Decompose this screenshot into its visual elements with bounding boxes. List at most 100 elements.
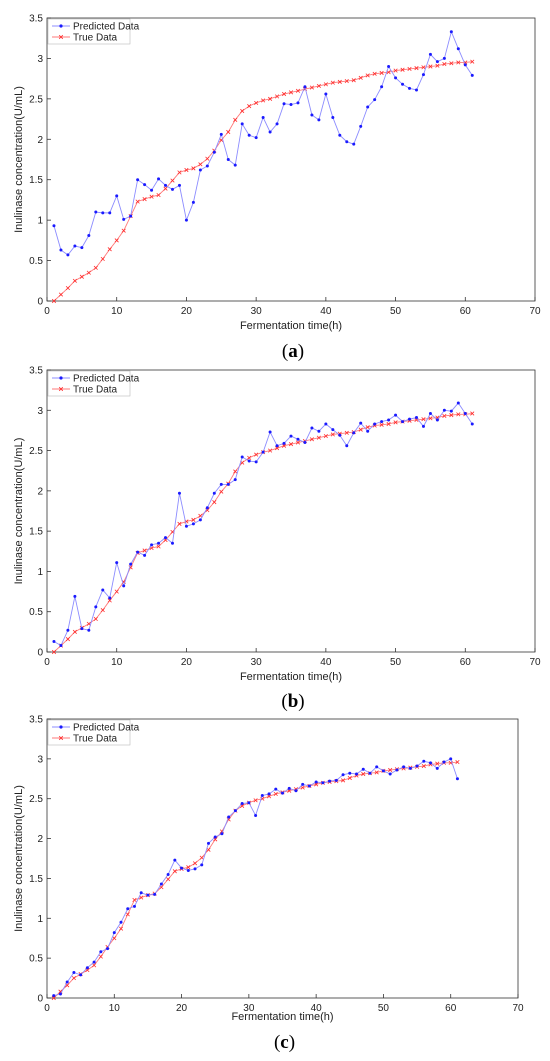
data-point-predicted [177,491,181,495]
data-point-predicted [73,594,77,598]
data-point-true [330,80,335,85]
data-point-true [247,455,252,460]
data-point-predicted [366,105,370,109]
data-point-predicted [401,82,405,86]
data-point-true [340,778,346,783]
x-tick-label: 0 [44,306,50,317]
data-point-predicted [108,211,112,215]
data-point-true [295,88,301,93]
data-point-predicted [233,478,237,482]
data-point-predicted [150,543,154,547]
data-point-true [191,166,196,171]
data-point-predicted [260,794,264,798]
data-point-true [184,167,189,173]
data-point-true [240,108,245,114]
series-line-true [53,413,473,653]
y-tick-label: 3 [37,54,43,65]
data-point-predicted [247,801,251,805]
data-point-true [112,936,117,941]
data-point-true [86,270,91,275]
data-point-true [51,298,57,304]
data-point-true [358,75,363,80]
y-axis-label: Inulinase concentration(U/mL) [13,86,25,233]
data-point-predicted [463,412,467,416]
data-point-true [58,292,64,297]
data-point-predicted [226,158,230,161]
y-tick-label: 1 [37,567,43,578]
y-tick-label: 2.5 [29,794,43,805]
data-point-predicted [387,65,391,69]
data-point-predicted [129,214,133,218]
data-point-predicted [435,60,439,64]
y-tick-label: 0 [37,648,43,659]
data-point-predicted [254,813,258,817]
data-point-predicted [287,786,291,790]
x-tick-label: 70 [529,306,541,317]
data-point-predicted [275,122,279,126]
data-point-predicted [310,113,314,117]
data-point-predicted [402,765,406,769]
data-point-predicted [227,815,231,819]
chart-panel-a: 0 10 20 30 40 50 60 70 0 0.5 1 1.5 2 2.5 3 3.5 Fermentat… [13,14,541,363]
data-point-true [163,186,168,191]
x-tick-label: 30 [251,657,263,668]
data-point-predicted [414,88,418,92]
data-point-predicted [186,868,190,872]
data-point-true [442,62,447,67]
series-line-predicted [53,758,458,997]
y-axis-label: Inulinase concentration(U/mL) [13,785,25,932]
panel-label: (a) [282,341,304,362]
data-point-predicted [157,541,161,545]
x-tick-label: 60 [460,657,472,668]
data-point-predicted [240,801,244,805]
data-point-predicted [59,644,63,648]
data-point-true [98,954,103,959]
y-tick-label: 3 [37,754,43,765]
data-point-true [233,469,238,474]
y-tick-label: 0.5 [29,607,43,618]
legend-box [47,370,131,397]
data-point-predicted [449,30,453,34]
data-point-true [316,83,321,89]
data-point-true [247,104,252,109]
data-point-predicted [268,130,272,134]
data-point-predicted [359,421,363,425]
data-point-predicted [345,444,349,448]
x-tick-label: 60 [445,1003,457,1014]
data-point-predicted [219,482,223,486]
legend-box [47,719,131,746]
data-point-true [365,425,370,430]
data-point-predicted [307,784,311,788]
data-point-predicted [159,882,163,886]
data-point-true [142,197,147,202]
data-point-predicted [275,444,279,448]
data-point-true [268,96,273,101]
data-point-true [93,616,98,622]
data-point-predicted [240,122,244,126]
data-point-predicted [268,430,272,434]
legend-marker [58,386,64,392]
legend-marker [58,34,64,40]
data-point-predicted [289,103,293,107]
data-point-predicted [80,627,84,631]
data-point-predicted [52,640,56,644]
data-point-true [414,66,419,71]
legend-label: True Data [73,384,118,395]
data-point-predicted [328,779,332,783]
y-tick-label: 0 [37,994,43,1005]
data-point-predicted [58,992,62,996]
data-point-true [393,68,398,73]
data-point-true [100,256,105,262]
data-point-true [266,794,272,799]
data-point-predicted [435,766,439,770]
data-point-true [455,759,460,765]
data-point-true [288,90,294,95]
x-axis-label: Fermentation time(h) [231,1011,333,1023]
data-point-predicted [164,536,168,540]
data-point-predicted [212,150,216,154]
data-point-true [281,443,287,448]
data-point-true [393,420,398,425]
data-point-true [65,637,70,642]
data-point-predicted [139,891,143,895]
data-point-predicted [164,183,168,187]
